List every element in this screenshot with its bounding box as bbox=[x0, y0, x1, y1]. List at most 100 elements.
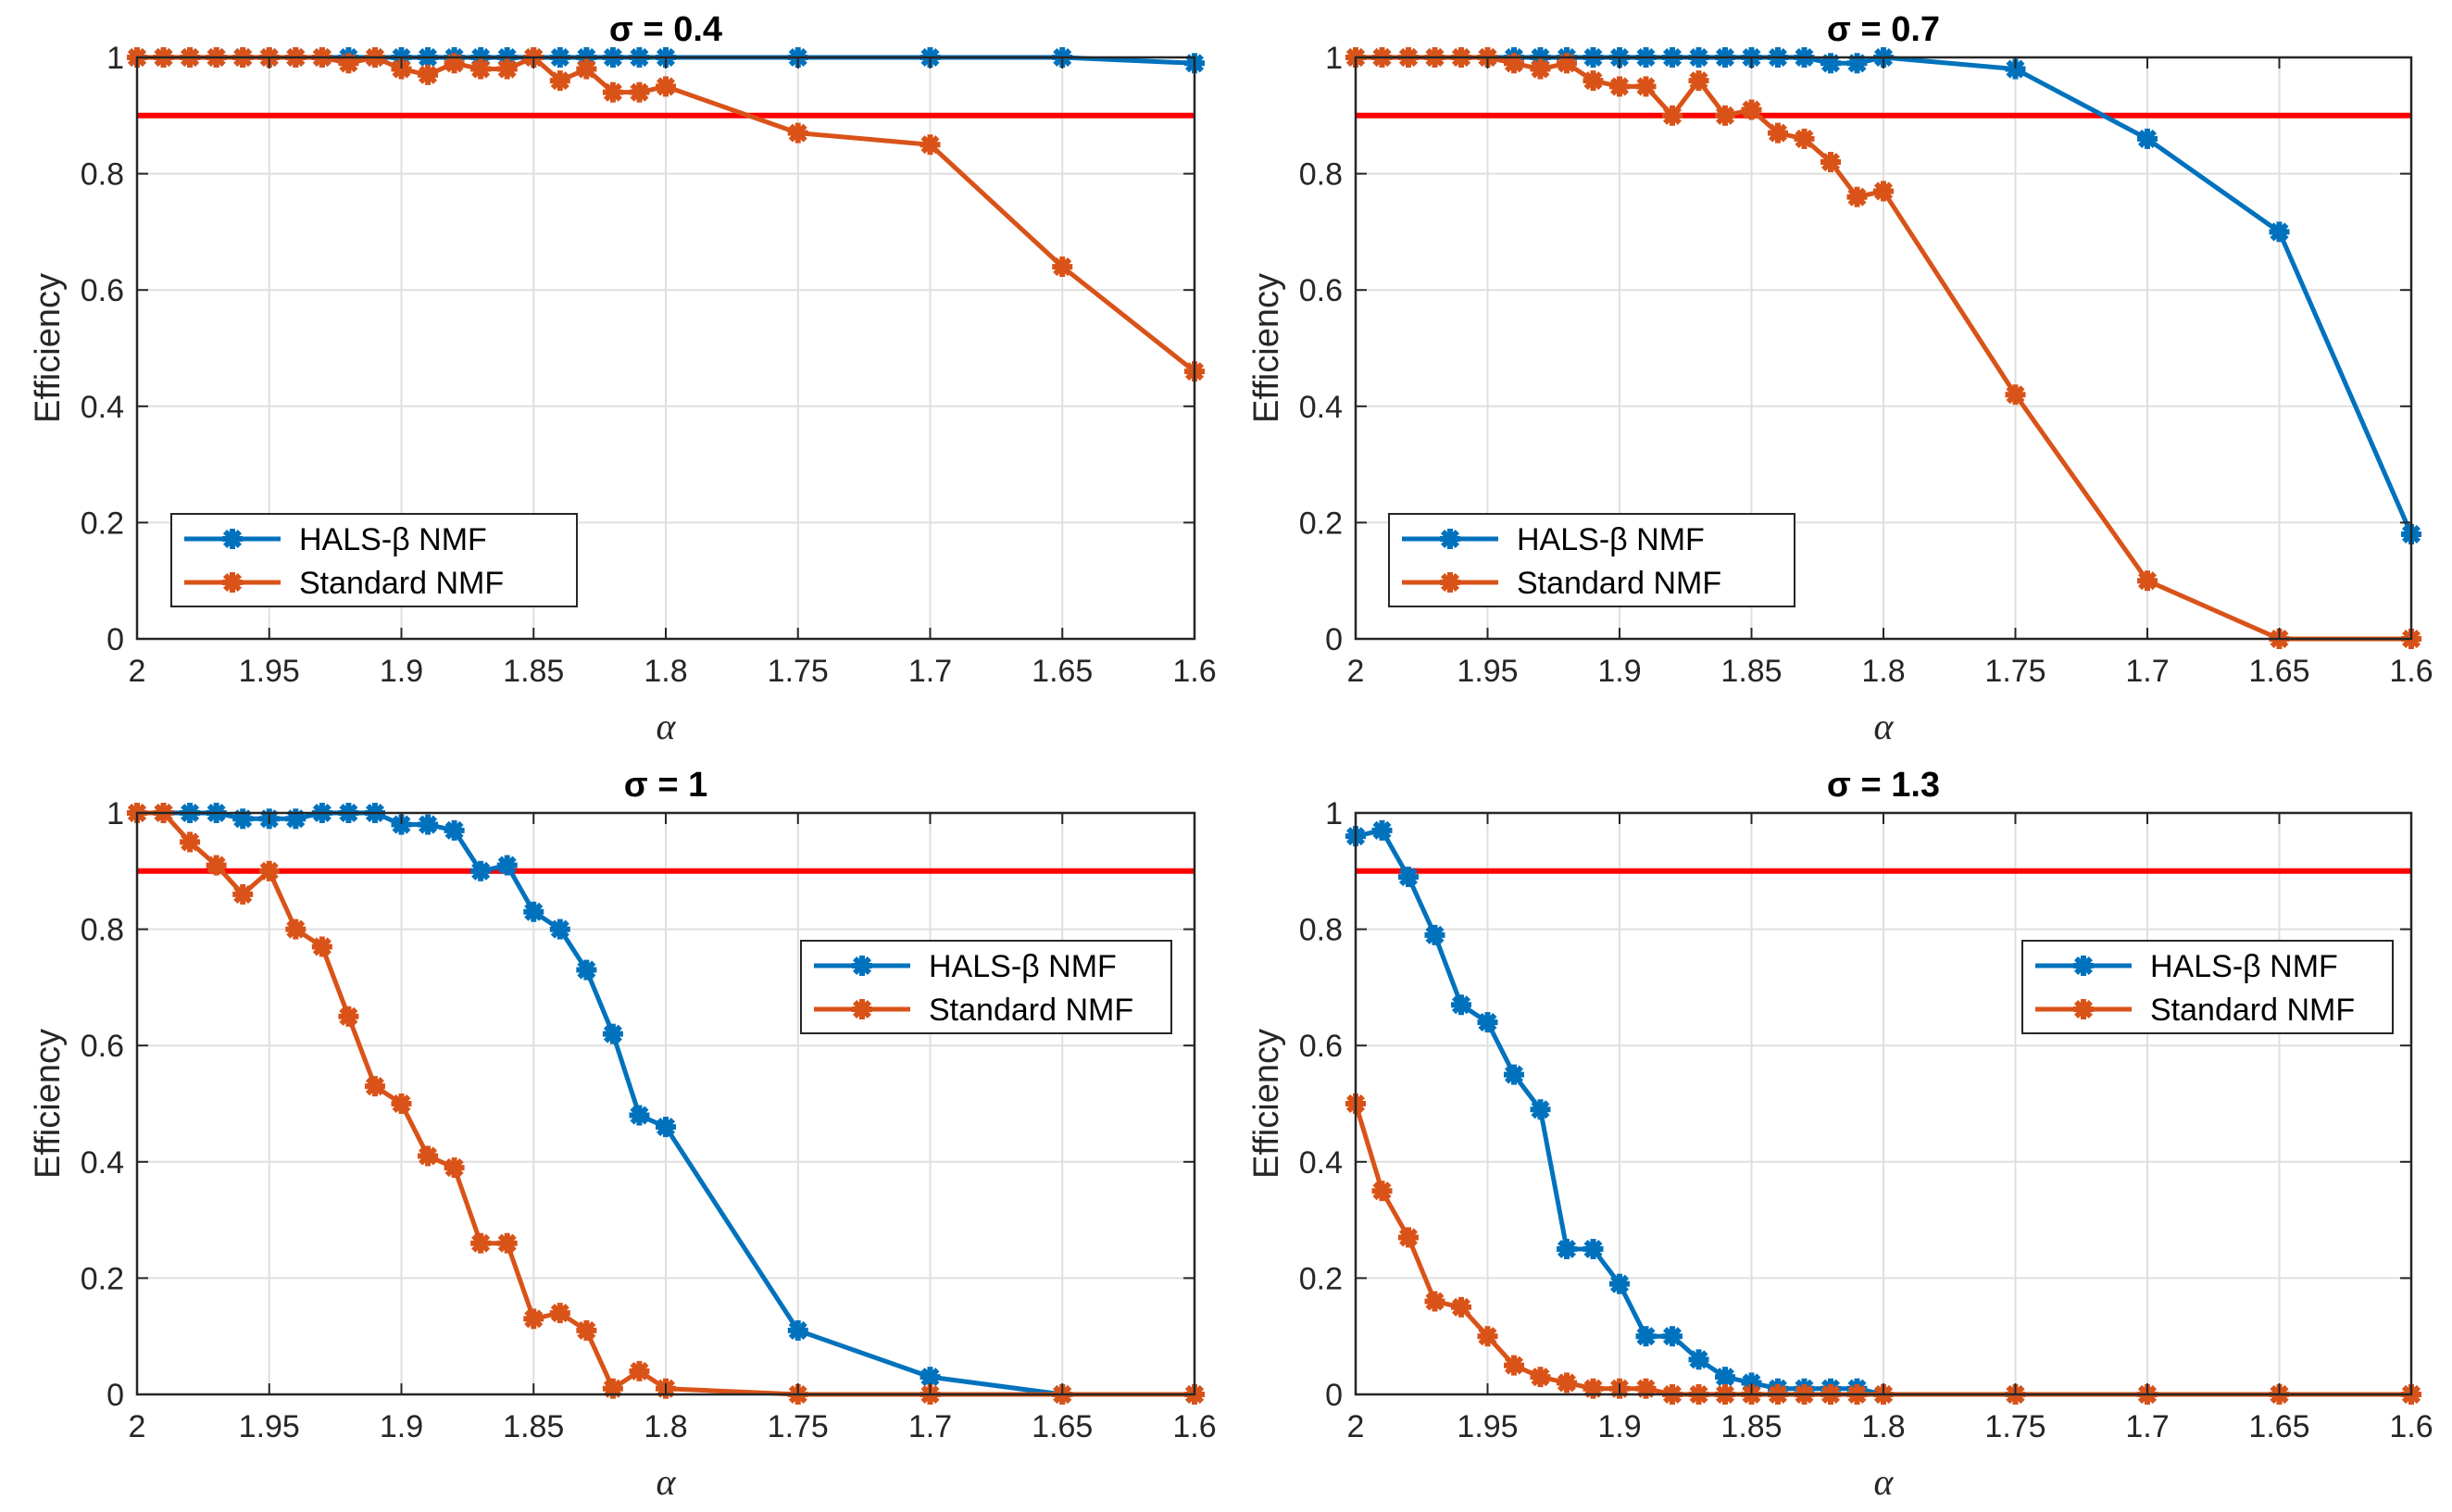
data-point bbox=[576, 58, 597, 80]
x-tick-label: 1.75 bbox=[1984, 1409, 2045, 1444]
data-point bbox=[496, 855, 518, 876]
y-tick-label: 0 bbox=[106, 622, 124, 657]
y-tick-label: 0.4 bbox=[81, 390, 124, 425]
data-point bbox=[1635, 1378, 1657, 1399]
data-point bbox=[1662, 1326, 1683, 1347]
x-tick-label: 1.65 bbox=[2248, 654, 2309, 689]
y-tick-label: 0 bbox=[1325, 1378, 1343, 1413]
x-axis-label: α bbox=[1874, 1461, 1895, 1503]
data-point bbox=[1662, 105, 1683, 126]
y-tick-label: 1 bbox=[106, 796, 124, 831]
y-tick-label: 0.2 bbox=[81, 506, 124, 541]
x-tick-label: 1.6 bbox=[2389, 1409, 2433, 1444]
x-tick-label: 1.9 bbox=[380, 1409, 423, 1444]
chart-panel-1: 2 1.95 1.9 1.85 1.8 1.75 1.7 1.65 1.6 0 0.2 0.4 0.6 0… bbox=[29, 10, 1217, 747]
data-point bbox=[1688, 1349, 1709, 1370]
data-point bbox=[418, 814, 439, 835]
data-point bbox=[496, 58, 518, 80]
x-tick-label: 1.75 bbox=[1984, 654, 2045, 689]
y-tick-label: 1 bbox=[1325, 796, 1343, 831]
legend-label: HALS-β NMF bbox=[299, 522, 487, 557]
x-tick-label: 1.8 bbox=[644, 1409, 687, 1444]
legend-marker bbox=[852, 999, 872, 1019]
x-tick-label: 1.6 bbox=[1172, 654, 1216, 689]
y-tick-label: 0.8 bbox=[81, 157, 124, 193]
data-point bbox=[311, 936, 332, 957]
x-tick-label: 1.95 bbox=[1457, 654, 1518, 689]
data-point bbox=[418, 64, 439, 85]
legend-marker bbox=[2073, 999, 2094, 1019]
x-tick-label: 1.8 bbox=[1861, 1409, 1905, 1444]
data-point bbox=[602, 1023, 623, 1044]
legend-item: Standard NMF bbox=[184, 566, 504, 601]
y-axis-label: Efficiency bbox=[1247, 1029, 1286, 1179]
legend: HALS-β NMF Standard NMF bbox=[170, 513, 578, 607]
legend: HALS-β NMF Standard NMF bbox=[800, 940, 1172, 1034]
legend-item: HALS-β NMF bbox=[2035, 949, 2338, 984]
data-point bbox=[1530, 1367, 1551, 1388]
x-tick-label: 1.85 bbox=[503, 654, 564, 689]
data-point bbox=[549, 918, 570, 940]
y-tick-label: 0.8 bbox=[1299, 913, 1343, 948]
x-axis-label: α bbox=[657, 706, 677, 747]
legend-item: Standard NMF bbox=[1402, 566, 1721, 601]
y-tick-label: 1 bbox=[106, 41, 124, 76]
x-tick-label: 1.6 bbox=[1172, 1409, 1216, 1444]
chart-title: σ = 0.4 bbox=[609, 10, 722, 49]
data-point bbox=[1609, 1273, 1630, 1294]
data-point bbox=[656, 76, 676, 97]
y-axis-label: Efficiency bbox=[29, 273, 68, 423]
data-point bbox=[576, 959, 597, 981]
data-point bbox=[549, 1303, 570, 1324]
y-tick-label: 1 bbox=[1325, 41, 1343, 76]
data-point bbox=[470, 58, 492, 80]
x-tick-label: 1.85 bbox=[503, 1409, 564, 1444]
data-point bbox=[1371, 1181, 1393, 1202]
data-point bbox=[602, 1378, 623, 1399]
x-tick-label: 1.8 bbox=[644, 654, 687, 689]
data-point bbox=[2005, 384, 2026, 406]
legend-box bbox=[170, 513, 578, 607]
x-tick-label: 1.8 bbox=[1861, 654, 1905, 689]
legend-label: Standard NMF bbox=[2150, 993, 2355, 1028]
y-tick-label: 0.6 bbox=[81, 1029, 124, 1064]
legend-box bbox=[1388, 513, 1795, 607]
x-tick-label: 1.95 bbox=[1457, 1409, 1518, 1444]
y-axis-label: Efficiency bbox=[29, 1029, 68, 1179]
data-point bbox=[656, 1117, 676, 1138]
chart-title: σ = 1 bbox=[624, 766, 707, 805]
data-point bbox=[206, 855, 227, 876]
legend-item: Standard NMF bbox=[2035, 993, 2355, 1028]
data-point bbox=[1530, 58, 1551, 80]
y-tick-label: 0.2 bbox=[81, 1261, 124, 1296]
legend-label: HALS-β NMF bbox=[2150, 949, 2338, 984]
data-point bbox=[1741, 99, 1762, 120]
data-point bbox=[496, 1232, 518, 1254]
data-point bbox=[2269, 221, 2290, 243]
legend-marker bbox=[1440, 529, 1460, 549]
data-point bbox=[1557, 1239, 1577, 1259]
data-point bbox=[444, 53, 465, 74]
y-tick-label: 0 bbox=[1325, 622, 1343, 657]
x-tick-label: 2 bbox=[1347, 1409, 1365, 1444]
x-axis-label: α bbox=[657, 1461, 677, 1503]
data-point bbox=[1583, 1378, 1604, 1399]
y-tick-label: 0.8 bbox=[81, 913, 124, 948]
data-point bbox=[1609, 76, 1630, 97]
legend-marker bbox=[222, 572, 243, 593]
legend-label: Standard NMF bbox=[299, 566, 504, 601]
legend-label: HALS-β NMF bbox=[929, 949, 1117, 984]
x-tick-label: 1.75 bbox=[768, 1409, 829, 1444]
data-point bbox=[1583, 1239, 1604, 1259]
legend: HALS-β NMF Standard NMF bbox=[1388, 513, 1795, 607]
data-point bbox=[1451, 1296, 1471, 1318]
data-point bbox=[920, 134, 941, 156]
data-point bbox=[391, 1093, 412, 1114]
data-point bbox=[418, 1145, 439, 1167]
x-tick-label: 2 bbox=[129, 1409, 146, 1444]
legend-item: HALS-β NMF bbox=[814, 949, 1117, 984]
data-point bbox=[338, 53, 359, 74]
data-point bbox=[1794, 128, 1815, 149]
data-point bbox=[1846, 53, 1868, 74]
